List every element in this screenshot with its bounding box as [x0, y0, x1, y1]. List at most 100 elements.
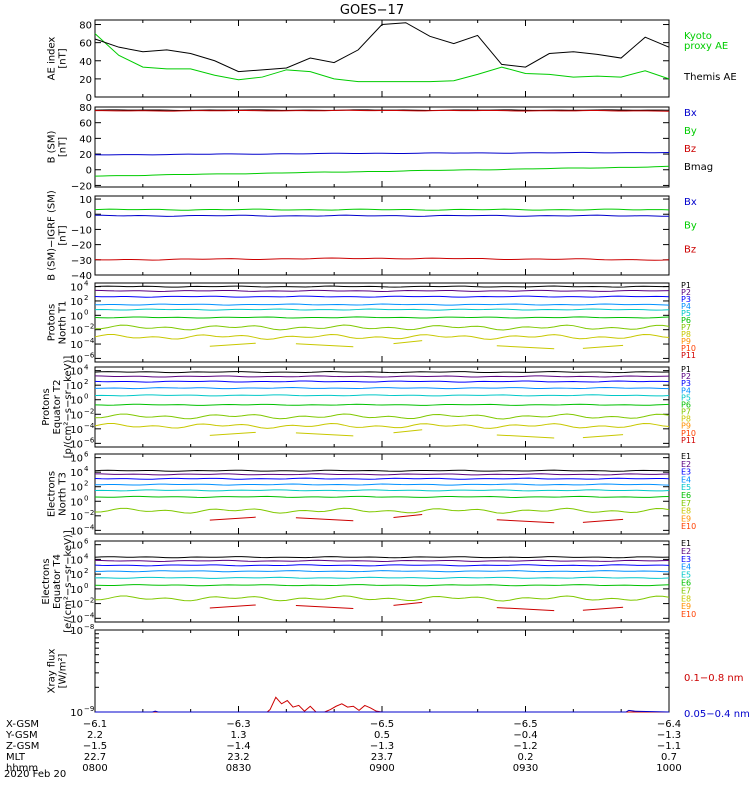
sparse-channel-trace — [496, 345, 555, 350]
series-bx — [94, 151, 670, 156]
ephemeris-value: −0.4 — [513, 730, 537, 741]
sparse-channel-trace — [496, 434, 555, 439]
sparse-channel-trace — [496, 519, 555, 524]
y-tick-label: 0 — [86, 93, 92, 104]
y-axis-label: North T3 — [58, 472, 69, 516]
legend-label: proxy AE — [684, 41, 728, 52]
channel-label: P9 — [681, 337, 691, 346]
series-bx — [94, 214, 670, 217]
y-tick-exponent: −8 — [84, 623, 94, 631]
y-axis-label: [nT] — [58, 225, 69, 245]
sparse-channel-trace — [393, 429, 423, 434]
ephemeris-value: 0.2 — [518, 752, 534, 763]
y-axis-label: Equator T4 — [52, 554, 63, 609]
ephemeris-row-label: MLT — [6, 752, 26, 763]
channel-trace — [94, 413, 670, 420]
panel-frame — [94, 195, 670, 276]
y-tick-exponent: −2 — [84, 323, 94, 331]
y-tick-label: 10 — [70, 311, 83, 322]
y-tick-label: 10 — [70, 396, 83, 407]
channel-label: E4 — [681, 563, 691, 572]
y-tick-label: 10 — [70, 483, 83, 494]
series-0.1−0.8 nm — [95, 696, 669, 713]
y-tick-label: 10 — [70, 439, 83, 450]
channel-trace — [94, 507, 670, 514]
channel-label: P10 — [681, 429, 696, 438]
y-axis-label: Protons — [47, 304, 58, 341]
channel-label: P4 — [681, 302, 691, 311]
ephemeris-value: 0.5 — [374, 730, 390, 741]
legend-label: 0.05−0.4 nm — [684, 709, 750, 720]
y-tick-exponent: −4 — [84, 611, 95, 619]
sparse-channel-trace — [295, 605, 354, 610]
channel-label: E4 — [681, 475, 691, 484]
y-tick-label: 60 — [79, 119, 92, 130]
ephemeris-value: −1.1 — [657, 741, 681, 752]
y-tick-exponent: 4 — [84, 552, 89, 560]
legend-label: By — [684, 221, 697, 232]
channel-label: P2 — [681, 288, 691, 297]
y-tick-label: 10 — [70, 381, 83, 392]
channel-label: E2 — [681, 547, 691, 556]
channel-trace — [94, 324, 670, 331]
sparse-channel-trace — [209, 431, 256, 436]
y-tick-exponent: −9 — [84, 705, 94, 713]
channel-label: E3 — [681, 468, 691, 477]
y-tick-label: 10 — [70, 425, 83, 436]
channel-trace — [94, 584, 670, 587]
channel-label: E6 — [681, 579, 691, 588]
channel-label: P1 — [681, 365, 691, 374]
series-themis-ae — [94, 22, 670, 73]
series-bz — [94, 257, 670, 261]
y-tick-label: −30 — [71, 256, 92, 267]
ephemeris-value: 23.2 — [227, 752, 249, 763]
y-tick-label: 40 — [79, 57, 92, 68]
channel-label: P7 — [681, 408, 691, 417]
y-tick-label: 10 — [70, 354, 83, 365]
y-axis-label: B (SM) — [47, 130, 58, 163]
ephemeris-value: 1.3 — [231, 730, 247, 741]
ephemeris-value: 1000 — [656, 763, 681, 774]
y-tick-label: −40 — [71, 271, 92, 282]
channel-trace — [94, 387, 670, 390]
channel-trace — [94, 316, 670, 319]
channel-trace — [94, 308, 670, 311]
y-tick-label: 10 — [70, 626, 83, 637]
ephemeris-value: −1.2 — [513, 741, 537, 752]
y-tick-label: 20 — [79, 150, 92, 161]
channel-label: E8 — [681, 507, 691, 516]
panel-frame — [94, 282, 670, 363]
channel-label: P4 — [681, 386, 691, 395]
y-tick-exponent: 4 — [84, 465, 89, 473]
channel-trace — [94, 564, 670, 567]
y-tick-label: 10 — [70, 555, 83, 566]
ephemeris-row-label: Z-GSM — [6, 741, 39, 752]
y-tick-exponent: −6 — [84, 436, 95, 444]
channel-label: E6 — [681, 491, 691, 500]
channel-label: E9 — [681, 514, 691, 523]
y-tick-exponent: 2 — [84, 480, 88, 488]
channel-label: P10 — [681, 344, 696, 353]
legend-label: Bx — [684, 108, 697, 119]
channel-trace — [94, 489, 670, 492]
ephemeris-value: −1.4 — [226, 741, 250, 752]
y-tick-exponent: −2 — [84, 407, 94, 415]
y-tick-label: 10 — [70, 454, 83, 465]
channel-trace — [94, 595, 670, 602]
channel-trace — [94, 556, 670, 559]
y-tick-exponent: 0 — [84, 582, 88, 590]
channel-label: E7 — [681, 499, 691, 508]
y-tick-label: 10 — [70, 708, 83, 719]
sparse-channel-trace — [209, 604, 256, 609]
y-axis-label: Equator T2 — [52, 380, 63, 435]
channel-trace — [94, 394, 670, 397]
y-tick-label: −10 — [71, 225, 92, 236]
y-tick-label: 10 — [70, 541, 83, 552]
channel-label: P8 — [681, 330, 691, 339]
channel-label: E9 — [681, 602, 691, 611]
y-tick-exponent: 0 — [84, 308, 88, 316]
series-by — [94, 165, 670, 177]
